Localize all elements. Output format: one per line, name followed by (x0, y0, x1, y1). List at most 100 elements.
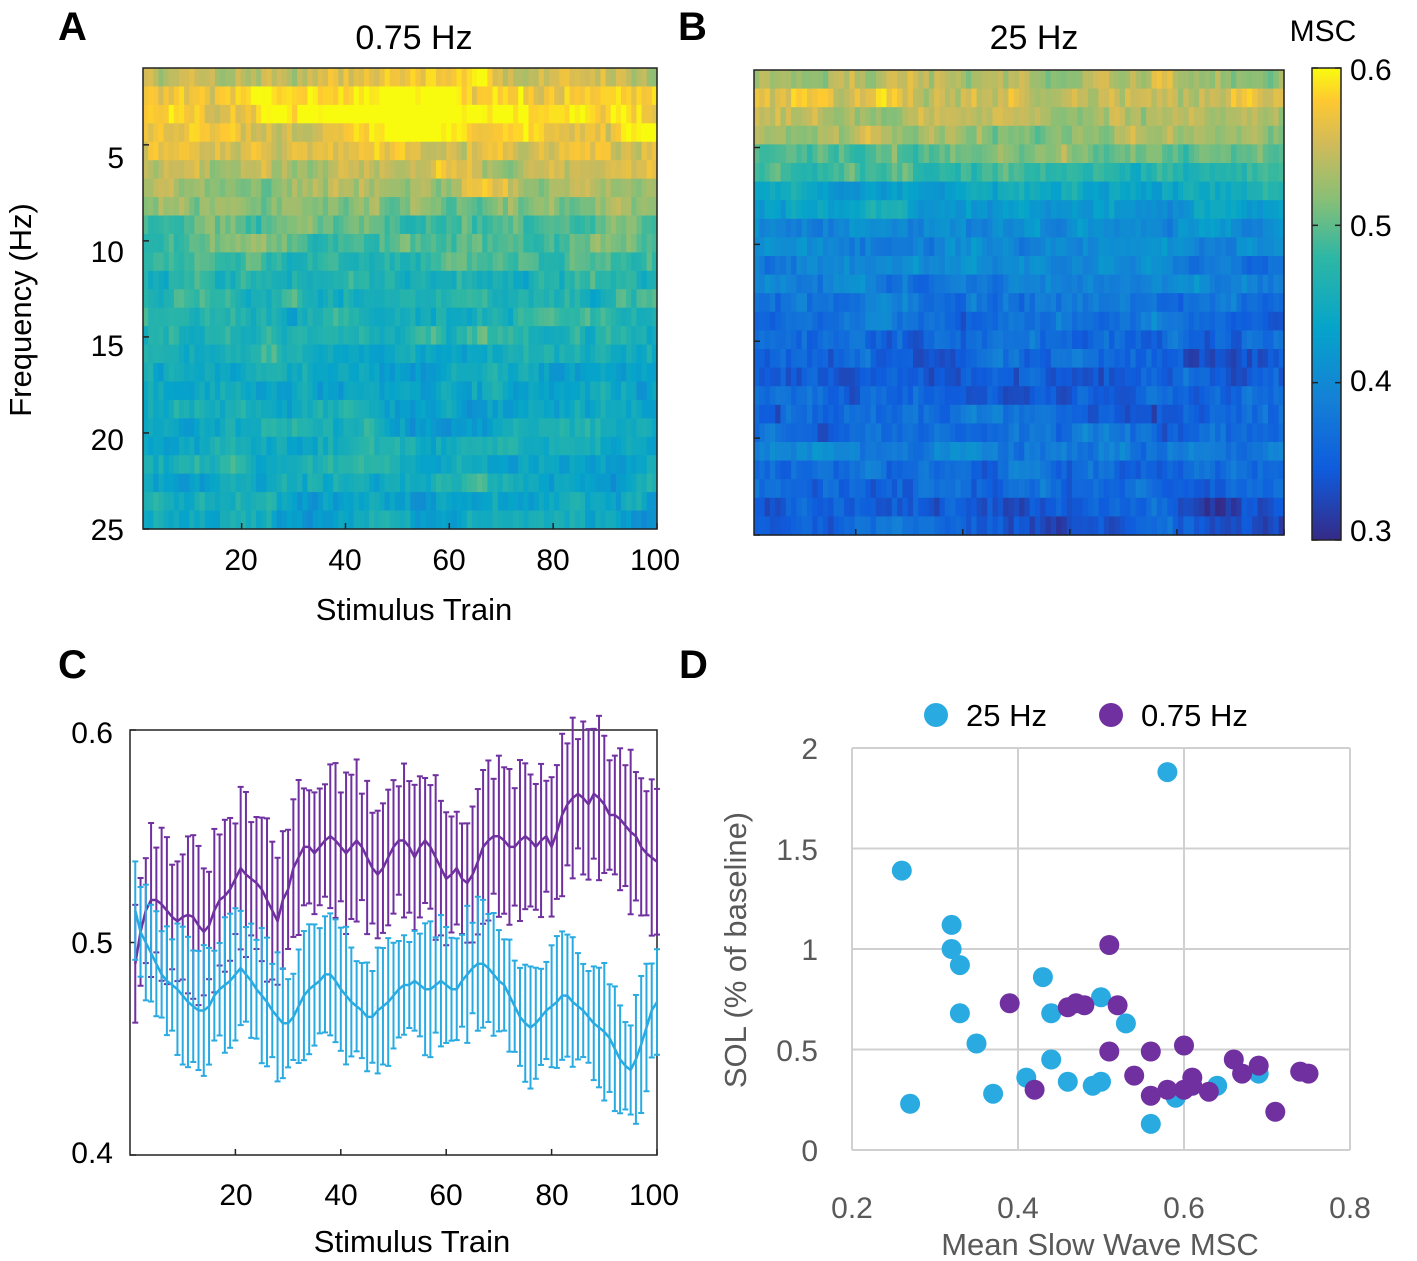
heatmap-cell (189, 492, 195, 512)
heatmap-cell (1050, 386, 1057, 406)
heatmap-cell (791, 460, 797, 480)
heatmap-cell (886, 423, 893, 443)
heatmap-cell (891, 293, 898, 313)
heatmap-cell (865, 404, 872, 424)
heatmap-cell (230, 436, 237, 456)
heatmap-cell (158, 68, 165, 88)
heatmap-cell (1103, 479, 1110, 499)
heatmap-cell (1003, 218, 1009, 238)
heatmap-cell (897, 349, 903, 369)
heatmap-cell (590, 363, 596, 383)
heatmap-cell (1072, 497, 1078, 517)
heatmap-cell (579, 252, 586, 272)
heatmap-cell (1151, 256, 1158, 276)
heatmap-cell (574, 160, 581, 180)
heatmap-cell (785, 423, 792, 443)
heatmap-cell (446, 68, 452, 88)
heatmap-cell (939, 423, 946, 443)
heatmap-cell (600, 123, 607, 143)
heatmap-cell (828, 479, 835, 499)
heatmap-cell (1199, 349, 1206, 369)
heatmap-cell (250, 510, 257, 530)
heatmap-cell (934, 367, 941, 387)
a-xtick-80: 80 (536, 544, 569, 577)
heatmap-cell (369, 455, 375, 475)
heatmap-cell (833, 367, 840, 387)
heatmap-cell (1225, 386, 1232, 406)
heatmap-cell (168, 381, 175, 401)
heatmap-cell (235, 233, 242, 253)
heatmap-cell (828, 256, 835, 276)
heatmap-cell (348, 363, 355, 383)
heatmap-cell (353, 86, 360, 106)
heatmap-cell (1003, 479, 1009, 499)
heatmap-cell (235, 86, 242, 106)
heatmap-cell (1114, 125, 1121, 145)
heatmap-cell (1066, 367, 1073, 387)
heatmap-cell (292, 492, 298, 512)
heatmap-cell (1087, 330, 1094, 350)
heatmap-cell (1077, 460, 1084, 480)
heatmap-cell (646, 344, 653, 364)
heatmap-cell (538, 123, 545, 143)
heatmap-cell (549, 233, 555, 253)
heatmap-cell (600, 455, 607, 475)
heatmap-cell (358, 215, 365, 235)
heatmap-cell (1220, 107, 1227, 127)
heatmap-cell (1193, 274, 1200, 294)
heatmap-cell (1172, 70, 1179, 90)
heatmap-cell (364, 492, 370, 512)
heatmap-cell (1257, 107, 1264, 127)
heatmap-cell (410, 326, 417, 346)
heatmap-cell (1151, 218, 1158, 238)
heatmap-cell (764, 181, 771, 201)
heatmap-cell (1029, 274, 1036, 294)
heatmap-cell (297, 436, 303, 456)
heatmap-cell (812, 200, 819, 220)
heatmap-cell (261, 326, 267, 346)
heatmap-cell (844, 442, 850, 462)
heatmap-cell (266, 363, 273, 383)
heatmap-cell (844, 70, 850, 90)
heatmap-cell (1130, 404, 1137, 424)
heatmap-cell (780, 497, 787, 517)
heatmap-cell (343, 381, 350, 401)
heatmap-cell (158, 252, 165, 272)
heatmap-cell (513, 473, 519, 493)
heatmap-cell (497, 178, 504, 198)
heatmap-cell (801, 88, 808, 108)
heatmap-cell (780, 163, 787, 183)
heatmap-cell (1178, 423, 1184, 443)
heatmap-cell (502, 455, 509, 475)
heatmap-cell (209, 307, 216, 327)
heatmap-cell (651, 233, 658, 253)
heatmap-cell (579, 86, 586, 106)
heatmap-cell (353, 363, 360, 383)
heatmap-cell (764, 367, 771, 387)
heatmap-cell (322, 86, 329, 106)
heatmap-cell (1146, 404, 1153, 424)
heatmap-cell (410, 344, 417, 364)
heatmap-cell (897, 367, 903, 387)
heatmap-cell (902, 200, 909, 220)
heatmap-cell (569, 123, 576, 143)
heatmap-cell (1140, 311, 1147, 331)
heatmap-cell (1172, 144, 1179, 164)
heatmap-cell (194, 270, 201, 290)
heatmap-cell (456, 289, 463, 309)
heatmap-cell (1204, 274, 1211, 294)
heatmap-cell (849, 107, 856, 127)
heatmap-cell (1188, 460, 1195, 480)
heatmap-cell (631, 178, 638, 198)
heatmap-cell (631, 455, 638, 475)
heatmap-cell (631, 363, 638, 383)
heatmap-cell (405, 68, 411, 88)
heatmap-cell (1034, 442, 1041, 462)
heatmap-cell (886, 70, 893, 90)
heatmap-cell (955, 311, 962, 331)
heatmap-cell (240, 289, 247, 309)
heatmap-cell (636, 363, 643, 383)
heatmap-cell (364, 418, 370, 438)
heatmap-cell (1066, 460, 1073, 480)
heatmap-cell (1193, 349, 1200, 369)
